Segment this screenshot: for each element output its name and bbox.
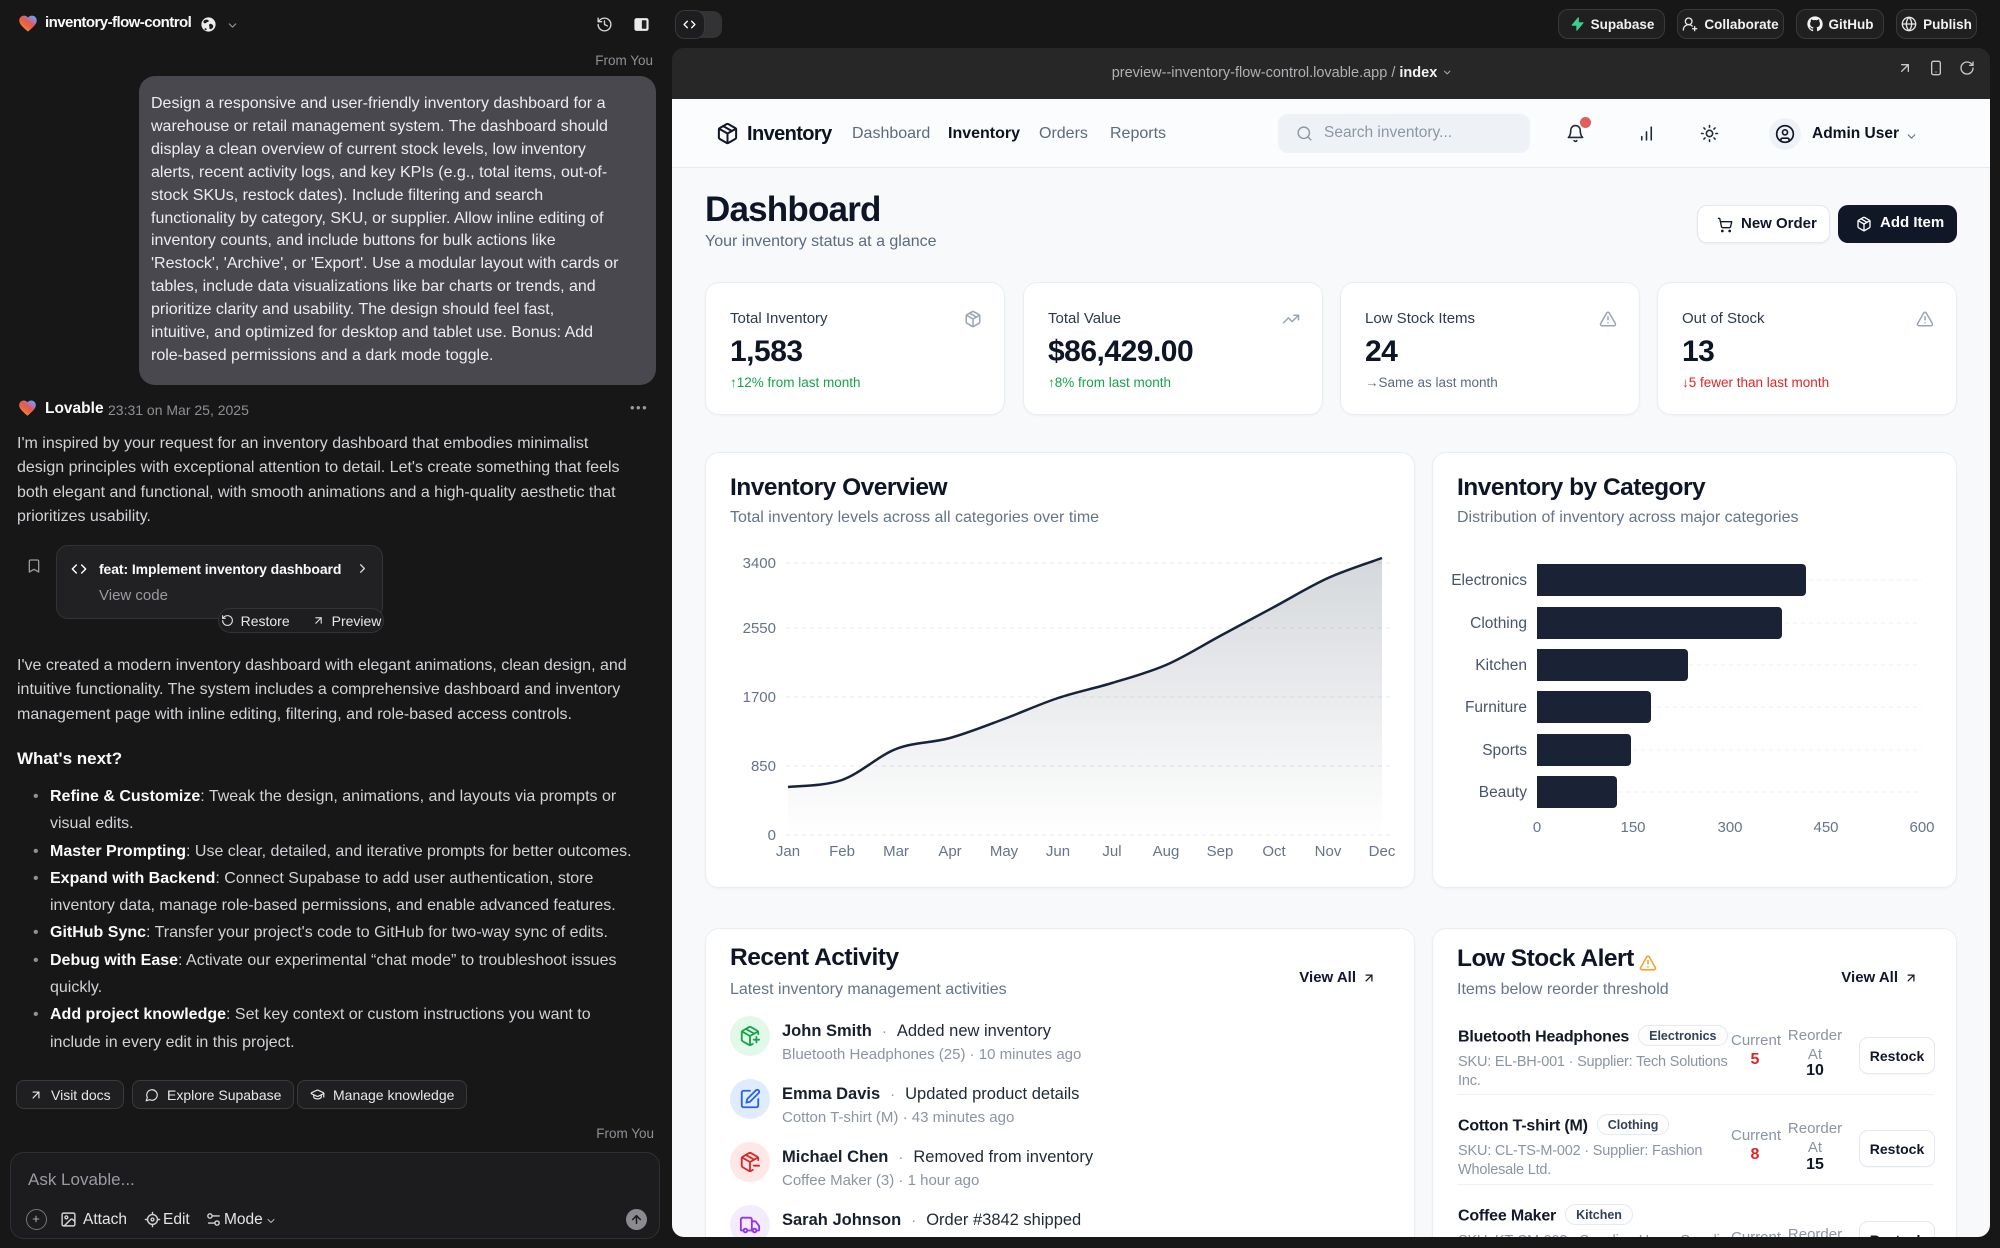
svg-text:Electronics: Electronics bbox=[1451, 572, 1527, 589]
svg-text:Feb: Feb bbox=[829, 843, 855, 860]
svg-text:Clothing: Clothing bbox=[1470, 615, 1527, 632]
svg-text:3400: 3400 bbox=[743, 555, 776, 572]
svg-text:May: May bbox=[990, 843, 1019, 860]
svg-text:150: 150 bbox=[1620, 819, 1645, 836]
svg-text:Kitchen: Kitchen bbox=[1475, 657, 1527, 674]
svg-text:Oct: Oct bbox=[1262, 843, 1286, 860]
svg-text:850: 850 bbox=[751, 758, 776, 775]
svg-text:Aug: Aug bbox=[1153, 843, 1180, 860]
svg-text:450: 450 bbox=[1813, 819, 1838, 836]
svg-text:Jun: Jun bbox=[1046, 843, 1070, 860]
svg-text:Sep: Sep bbox=[1207, 843, 1234, 860]
svg-text:Apr: Apr bbox=[938, 843, 961, 860]
svg-text:Nov: Nov bbox=[1315, 843, 1342, 860]
svg-text:Jan: Jan bbox=[776, 843, 800, 860]
svg-text:Sports: Sports bbox=[1482, 742, 1527, 759]
svg-text:0: 0 bbox=[1533, 819, 1541, 836]
svg-text:0: 0 bbox=[768, 827, 776, 844]
svg-text:Furniture: Furniture bbox=[1465, 699, 1527, 716]
svg-text:Mar: Mar bbox=[883, 843, 909, 860]
svg-text:300: 300 bbox=[1717, 819, 1742, 836]
svg-text:Jul: Jul bbox=[1102, 843, 1121, 860]
svg-text:1700: 1700 bbox=[743, 689, 776, 706]
svg-text:Beauty: Beauty bbox=[1479, 784, 1528, 801]
svg-text:600: 600 bbox=[1909, 819, 1934, 836]
svg-text:Dec: Dec bbox=[1369, 843, 1396, 860]
svg-text:2550: 2550 bbox=[743, 620, 776, 637]
